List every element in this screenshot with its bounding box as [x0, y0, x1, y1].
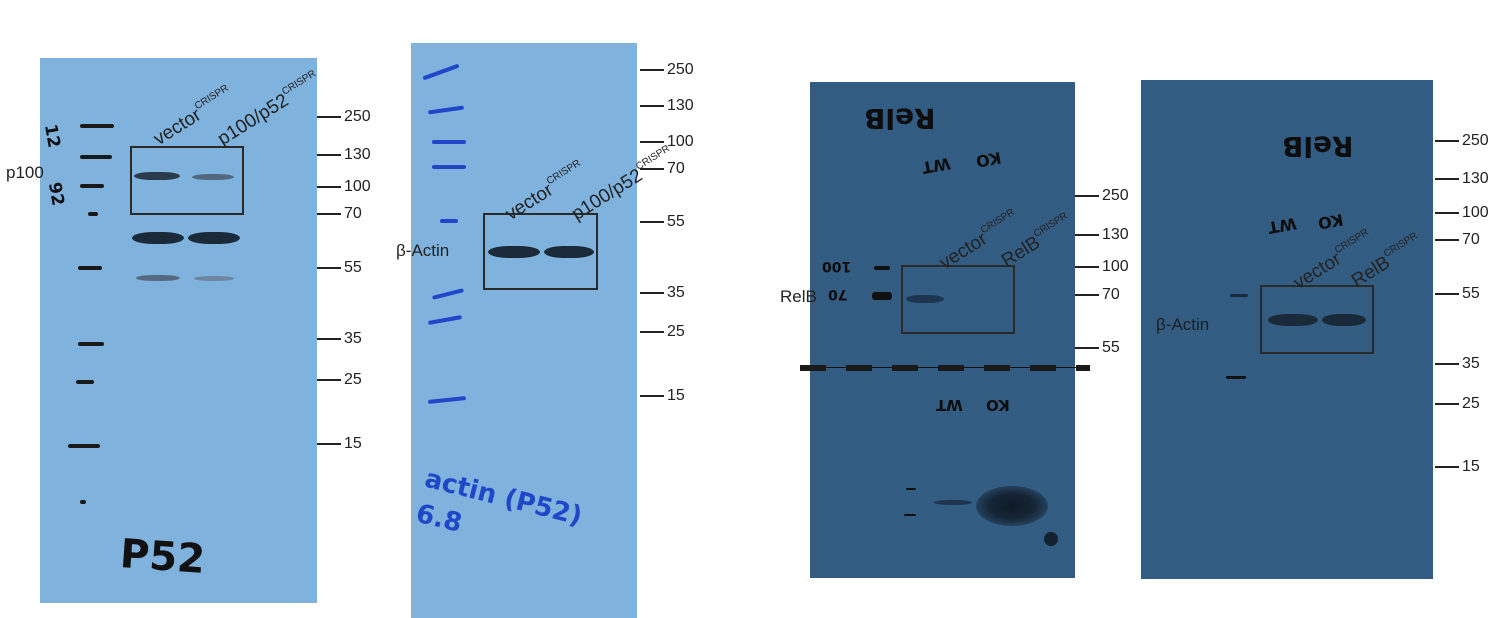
- ladder-handwriting: 92: [43, 180, 68, 208]
- handwritten-label: RelB: [864, 102, 936, 135]
- ladder-mark: [88, 212, 98, 216]
- ladder-mark: [904, 514, 916, 516]
- band-vector-bottom: [934, 500, 972, 505]
- target-box: [130, 146, 244, 215]
- blot-membrane-relb-actin: [1141, 80, 1433, 579]
- band-vector-p52: [136, 275, 180, 281]
- ladder-mark: [432, 165, 466, 169]
- target-label: β-Actin: [1156, 315, 1210, 334]
- ladder-mark: [80, 500, 86, 504]
- ladder-mark: [440, 219, 458, 223]
- ladder-mark: [874, 266, 890, 270]
- ladder-mark: [872, 292, 892, 300]
- ladder-mark: [80, 155, 112, 159]
- target-label: p100: [6, 163, 44, 182]
- lane-mark: WT: [936, 396, 963, 414]
- band-ko-actin: [544, 246, 594, 258]
- band-ko-bottom-blob: [976, 486, 1048, 526]
- ladder-handwriting: 100: [822, 258, 852, 274]
- ladder-handwriting: 12: [39, 122, 64, 150]
- blot-membrane-actin: [411, 43, 637, 618]
- ladder-handwriting: 70: [828, 286, 848, 302]
- ladder-mark: [68, 444, 100, 448]
- target-box: [901, 265, 1015, 334]
- target-label: RelB: [780, 287, 817, 306]
- lane-mark: KO: [986, 396, 1010, 414]
- handwritten-label: RelB: [1282, 130, 1354, 163]
- membrane-spot: [1044, 532, 1058, 546]
- band-vector-actin: [1268, 314, 1318, 326]
- ladder-mark: [1230, 294, 1248, 297]
- cut-line-dashes: [800, 365, 1090, 371]
- band-vector-relb: [906, 295, 944, 303]
- band-vector-actin: [488, 246, 540, 258]
- target-box: [483, 213, 598, 290]
- target-box: [1260, 285, 1374, 354]
- ladder-mark: [1226, 376, 1246, 379]
- band-ko-p52: [194, 276, 234, 281]
- band-vector-p100: [134, 172, 180, 180]
- band-ko-actin: [1322, 314, 1366, 326]
- handwritten-label: P52: [118, 531, 207, 583]
- ladder-mark: [80, 124, 114, 128]
- ladder-mark: [906, 488, 916, 490]
- band-ko-p100: [192, 174, 234, 180]
- band-vector-nonspecific: [132, 232, 184, 244]
- band-ko-nonspecific: [188, 232, 240, 244]
- ladder-mark: [78, 266, 102, 270]
- ladder-mark: [80, 184, 104, 188]
- blot-membrane-p100: [40, 58, 317, 603]
- ladder-mark: [78, 342, 104, 346]
- ladder-mark: [76, 380, 94, 384]
- target-label: β-Actin: [396, 241, 450, 260]
- ladder-mark: [432, 140, 466, 144]
